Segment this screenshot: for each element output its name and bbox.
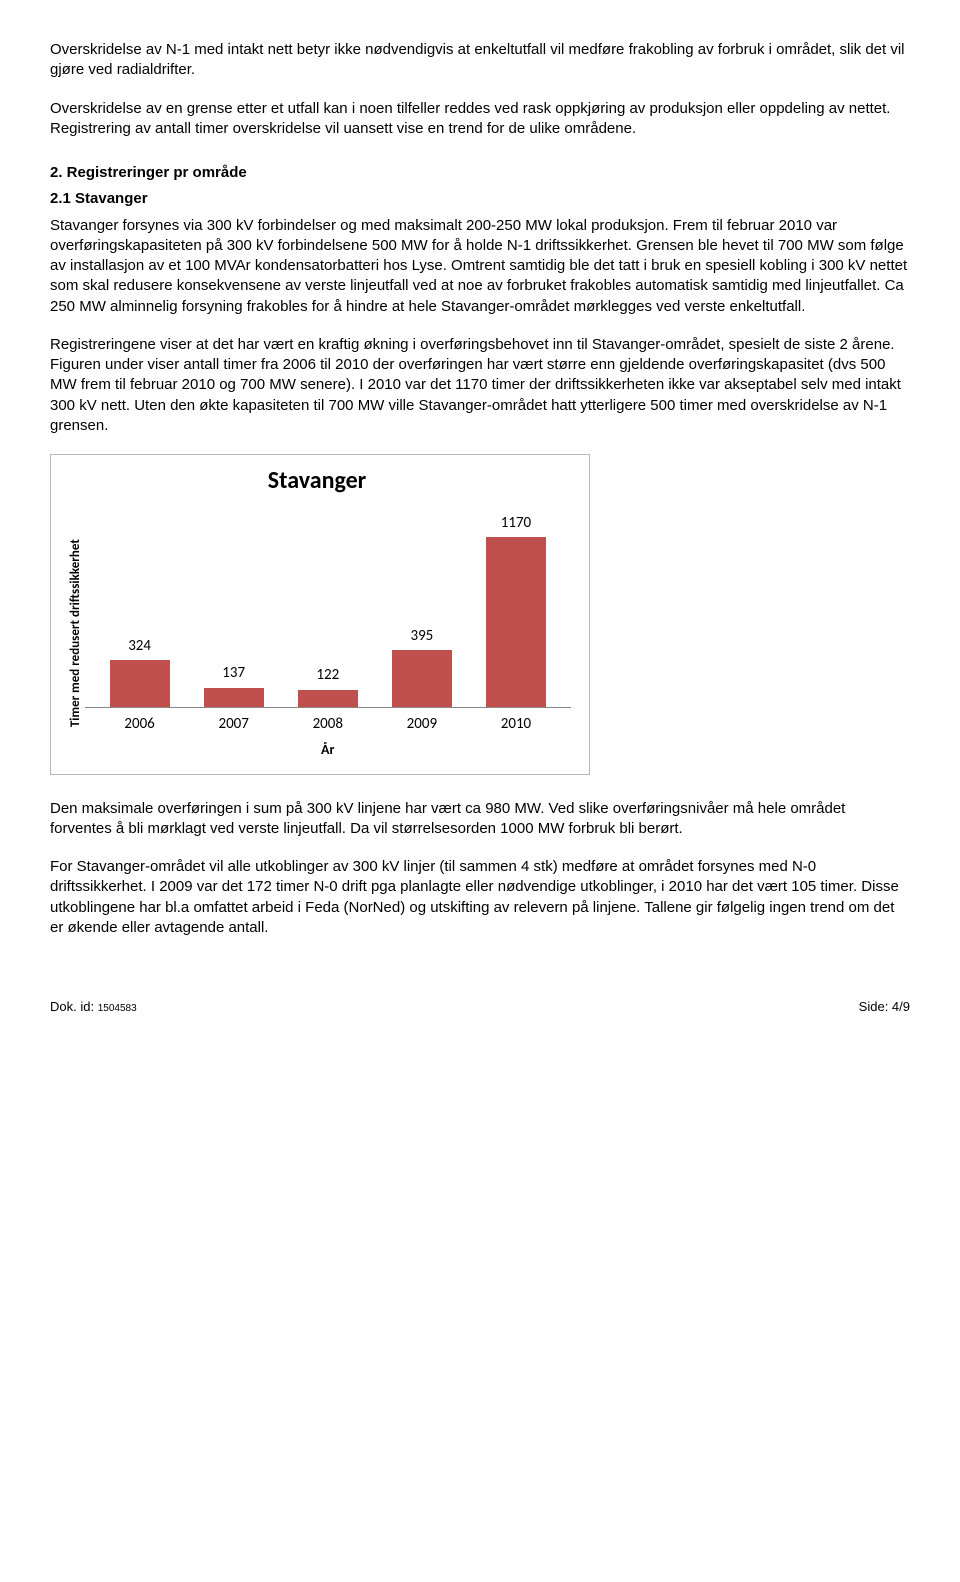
chart-bar-group: 1170 xyxy=(469,507,563,707)
chart-bar xyxy=(110,660,170,707)
chart-bar-group: 395 xyxy=(375,507,469,707)
chart-bar-value: 1170 xyxy=(501,513,531,533)
chart-bar-value: 395 xyxy=(410,626,433,646)
chart-xlabel: År xyxy=(85,741,571,760)
chart-bar xyxy=(298,690,358,708)
chart-xtick-label: 2010 xyxy=(469,714,563,734)
chart-bars-row: 324 137 122 395 1170 xyxy=(85,507,571,708)
doc-id-label: Dok. id: xyxy=(50,999,94,1014)
chart-bar-value: 137 xyxy=(222,663,245,683)
doc-id-value: 1504583 xyxy=(98,1003,137,1014)
chart-xlabels-row: 20062007200820092010 xyxy=(85,708,571,734)
chart-xtick-label: 2006 xyxy=(93,714,187,734)
body-paragraph-2: Registreringene viser at det har vært en… xyxy=(50,335,910,436)
chart-bar-value: 324 xyxy=(128,636,151,656)
body-paragraph-1: Stavanger forsynes via 300 kV forbindels… xyxy=(50,216,910,317)
chart-bar xyxy=(392,650,452,707)
chart-title: Stavanger xyxy=(63,465,571,497)
page-footer: Dok. id: 1504583 Side: 4/9 xyxy=(50,998,910,1016)
chart-bar-group: 137 xyxy=(187,507,281,707)
intro-paragraph-1: Overskridelse av N-1 med intakt nett bet… xyxy=(50,40,910,81)
chart-ylabel: Timer med redusert driftssikkerhet xyxy=(63,507,85,759)
chart-bar-group: 324 xyxy=(93,507,187,707)
body-paragraph-4: For Stavanger-området vil alle utkobling… xyxy=(50,857,910,938)
chart-xtick-label: 2008 xyxy=(281,714,375,734)
doc-id: Dok. id: 1504583 xyxy=(50,998,137,1016)
page-number: Side: 4/9 xyxy=(859,998,910,1016)
chart-xtick-label: 2007 xyxy=(187,714,281,734)
intro-paragraph-2: Overskridelse av en grense etter et utfa… xyxy=(50,99,910,140)
body-paragraph-3: Den maksimale overføringen i sum på 300 … xyxy=(50,799,910,840)
subsection-2-1-heading: 2.1 Stavanger xyxy=(50,189,910,209)
section-2-heading: 2. Registreringer pr område xyxy=(50,163,910,183)
chart-bar-value: 122 xyxy=(316,665,339,685)
stavanger-chart: Stavanger Timer med redusert driftssikke… xyxy=(50,454,590,775)
chart-bar xyxy=(486,537,546,707)
chart-bar xyxy=(204,688,264,708)
chart-bar-group: 122 xyxy=(281,507,375,707)
chart-xtick-label: 2009 xyxy=(375,714,469,734)
